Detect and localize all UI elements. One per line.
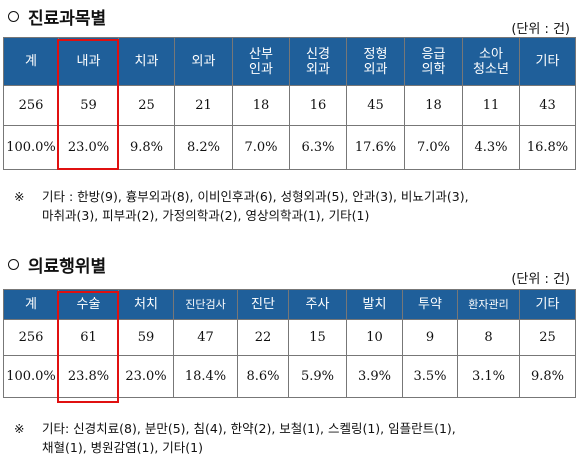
count-cell: 10	[346, 319, 403, 356]
section-title-text: 의료행위별	[28, 257, 107, 277]
circle-bullet-icon	[8, 259, 19, 270]
count-cell: 256	[3, 85, 59, 126]
count-cell: 18	[404, 85, 463, 126]
percent-cell: 6.3%	[289, 125, 347, 170]
count-cell: 11	[462, 85, 520, 126]
count-cell: 59	[58, 85, 119, 126]
header-cell: 수술	[58, 289, 119, 320]
header-cell: 응급 의학	[404, 37, 463, 86]
percent-cell: 5.9%	[288, 355, 347, 398]
note-line: ※ 기타 : 한방(9), 흉부외과(8), 이비인후과(6), 성형외과(5),…	[14, 189, 469, 204]
percent-cell: 23.0%	[58, 125, 119, 170]
header-cell: 발치	[346, 289, 403, 320]
percent-cell: 100.0%	[3, 125, 59, 170]
note-procedure-others: ※ 기타: 신경치료(8), 분만(5), 침(4), 한약(2), 보철(1),…	[14, 419, 574, 457]
note-text: 기타 : 한방(9), 흉부외과(8), 이비인후과(6), 성형외과(5), …	[42, 189, 469, 204]
procedure-table: 계 수술 처치 진단검사 진단 주사 발치 투약 환자관리 기타 256 61 …	[3, 289, 576, 398]
header-cell: 정형 외과	[346, 37, 405, 86]
header-cell: 기타	[519, 37, 576, 86]
header-cell: 투약	[402, 289, 458, 320]
header-cell: 처치	[118, 289, 174, 320]
count-cell: 8	[457, 319, 520, 356]
count-cell: 22	[237, 319, 289, 356]
header-cell: 환자관리	[457, 289, 520, 320]
percent-cell: 4.3%	[462, 125, 520, 170]
percent-cell: 8.2%	[174, 125, 233, 170]
count-cell: 59	[118, 319, 174, 356]
section-title-department: 진료과목별	[6, 4, 106, 29]
count-cell: 47	[173, 319, 238, 356]
header-cell: 기타	[519, 289, 576, 320]
count-cell: 25	[118, 85, 175, 126]
table-header-row: 계 수술 처치 진단검사 진단 주사 발치 투약 환자관리 기타	[3, 289, 576, 320]
header-cell: 소아 청소년	[462, 37, 520, 86]
note-text: 기타: 신경치료(8), 분만(5), 침(4), 한약(2), 보철(1), …	[42, 421, 456, 436]
header-cell: 외과	[174, 37, 233, 86]
table-row-counts: 256 59 25 21 18 16 45 18 11 43	[3, 85, 576, 126]
percent-cell: 18.4%	[173, 355, 238, 398]
note-department-others: ※ 기타 : 한방(9), 흉부외과(8), 이비인후과(6), 성형외과(5),…	[14, 187, 574, 225]
percent-cell: 100.0%	[3, 355, 59, 398]
count-cell: 9	[402, 319, 458, 356]
percent-cell: 9.8%	[118, 125, 175, 170]
header-cell: 치과	[118, 37, 175, 86]
count-cell: 15	[288, 319, 347, 356]
percent-cell: 23.8%	[58, 355, 119, 398]
unit-label: (단위 : 건)	[511, 22, 570, 37]
section-title-text: 진료과목별	[28, 9, 107, 29]
count-cell: 18	[232, 85, 290, 126]
percent-cell: 3.5%	[402, 355, 458, 398]
header-cell: 신경 외과	[289, 37, 347, 86]
percent-cell: 3.9%	[346, 355, 403, 398]
count-cell: 25	[519, 319, 576, 356]
percent-cell: 17.6%	[346, 125, 405, 170]
count-cell: 256	[3, 319, 59, 356]
unit-label: (단위 : 건)	[511, 272, 570, 287]
reference-mark: ※	[14, 189, 25, 204]
header-cell: 내과	[58, 37, 119, 86]
header-cell: 계	[3, 37, 59, 86]
note-text: 채혈(1), 병원감염(1), 기타(1)	[42, 440, 204, 455]
note-text: 마취과(3), 피부과(2), 가정의학과(2), 영상의학과(1), 기타(1…	[42, 208, 370, 223]
circle-bullet-icon	[8, 11, 19, 22]
reference-mark: ※	[14, 421, 25, 436]
percent-cell: 7.0%	[232, 125, 290, 170]
header-cell: 계	[3, 289, 59, 320]
table-row-percents: 100.0% 23.8% 23.0% 18.4% 8.6% 5.9% 3.9% …	[3, 355, 576, 398]
header-cell: 주사	[288, 289, 347, 320]
header-cell: 진단	[237, 289, 289, 320]
table-row-percents: 100.0% 23.0% 9.8% 8.2% 7.0% 6.3% 17.6% 7…	[3, 125, 576, 170]
note-line: ※ 기타: 신경치료(8), 분만(5), 침(4), 한약(2), 보철(1),…	[14, 421, 456, 436]
count-cell: 61	[58, 319, 119, 356]
count-cell: 43	[519, 85, 576, 126]
department-table: 계 내과 치과 외과 산부 인과 신경 외과 정형 외과 응급 의학 소아 청소…	[3, 37, 576, 170]
percent-cell: 16.8%	[519, 125, 576, 170]
count-cell: 45	[346, 85, 405, 126]
section-title-procedure: 의료행위별	[6, 252, 106, 277]
table-row-counts: 256 61 59 47 22 15 10 9 8 25	[3, 319, 576, 356]
count-cell: 16	[289, 85, 347, 126]
percent-cell: 3.1%	[457, 355, 520, 398]
table-header-row: 계 내과 치과 외과 산부 인과 신경 외과 정형 외과 응급 의학 소아 청소…	[3, 37, 576, 86]
percent-cell: 23.0%	[118, 355, 174, 398]
percent-cell: 7.0%	[404, 125, 463, 170]
header-cell: 산부 인과	[232, 37, 290, 86]
percent-cell: 9.8%	[519, 355, 576, 398]
percent-cell: 8.6%	[237, 355, 289, 398]
header-cell: 진단검사	[173, 289, 238, 320]
count-cell: 21	[174, 85, 233, 126]
